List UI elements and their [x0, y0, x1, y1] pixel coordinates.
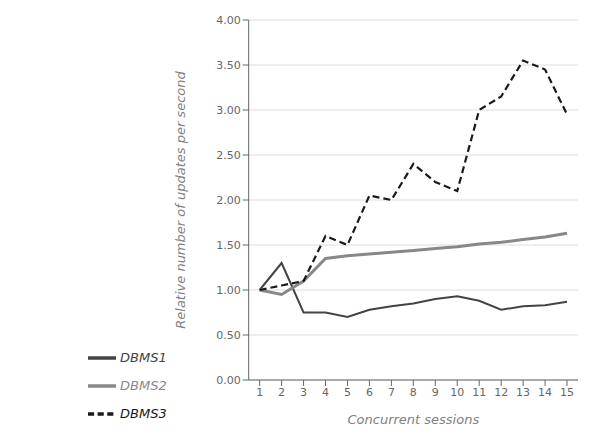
svg-text:5: 5 [344, 386, 351, 399]
html-text:DBMS1: DBMS1 [120, 349, 167, 365]
svg-text:13: 13 [516, 386, 530, 399]
svg-text:12: 12 [494, 386, 508, 399]
svg-text:10: 10 [450, 386, 464, 399]
svg-text:1: 1 [256, 386, 263, 399]
html-text:DBMS3: DBMS3 [120, 405, 167, 421]
svg-text:1.50: 1.50 [216, 239, 241, 252]
svg-text:2.50: 2.50 [216, 149, 241, 162]
svg-text:2.00: 2.00 [216, 194, 241, 207]
svg-text:Concurrent sessions: Concurrent sessions [347, 412, 479, 427]
svg-text:3.50: 3.50 [216, 59, 241, 72]
svg-text:11: 11 [472, 386, 486, 399]
svg-text:14: 14 [538, 386, 552, 399]
svg-text:8: 8 [410, 386, 417, 399]
svg-text:9: 9 [432, 386, 439, 399]
svg-text:6: 6 [366, 386, 373, 399]
svg-text:2: 2 [278, 386, 285, 399]
svg-text:0.50: 0.50 [216, 329, 241, 342]
svg-text:4.00: 4.00 [216, 14, 241, 27]
svg-text:0.00: 0.00 [216, 374, 241, 387]
svg-text:3: 3 [300, 386, 307, 399]
svg-text:7: 7 [388, 386, 395, 399]
svg-text:3.00: 3.00 [216, 104, 241, 117]
html-text:DBMS2: DBMS2 [120, 377, 167, 393]
svg-text:1.00: 1.00 [216, 284, 241, 297]
svg-text:Relative number of updates per: Relative number of updates per second [173, 71, 188, 329]
svg-text:15: 15 [560, 386, 574, 399]
svg-text:4: 4 [322, 386, 329, 399]
